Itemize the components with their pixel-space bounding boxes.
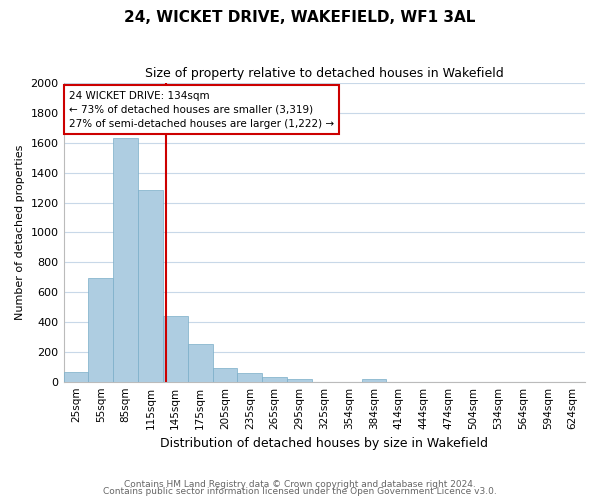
Text: 24, WICKET DRIVE, WAKEFIELD, WF1 3AL: 24, WICKET DRIVE, WAKEFIELD, WF1 3AL (124, 10, 476, 25)
Text: Contains HM Land Registry data © Crown copyright and database right 2024.: Contains HM Land Registry data © Crown c… (124, 480, 476, 489)
Bar (88, 278, 113, 382)
Text: Contains public sector information licensed under the Open Government Licence v3: Contains public sector information licen… (103, 488, 497, 496)
Bar (188, 344, 212, 382)
Bar (163, 316, 188, 382)
X-axis label: Distribution of detached houses by size in Wakefield: Distribution of detached houses by size … (160, 437, 488, 450)
Title: Size of property relative to detached houses in Wakefield: Size of property relative to detached ho… (145, 68, 503, 80)
Bar (212, 368, 238, 382)
Bar (64, 372, 88, 382)
Y-axis label: Number of detached properties: Number of detached properties (15, 144, 25, 320)
Bar (287, 378, 312, 382)
Bar (262, 377, 287, 382)
Bar (113, 138, 138, 382)
Bar (138, 190, 163, 382)
Bar (362, 380, 386, 382)
Bar (238, 374, 262, 382)
Text: 24 WICKET DRIVE: 134sqm
← 73% of detached houses are smaller (3,319)
27% of semi: 24 WICKET DRIVE: 134sqm ← 73% of detache… (69, 90, 334, 128)
